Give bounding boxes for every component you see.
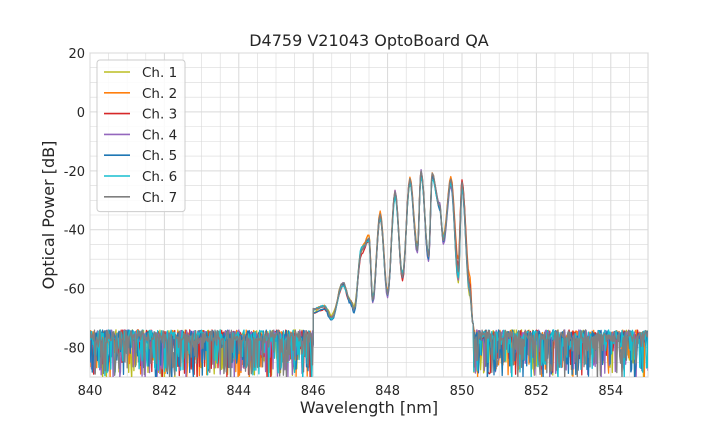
legend-entry: Ch. 4 [142,127,177,143]
y-axis-label: Optical Power [dB] [39,141,58,290]
y-tick-label: 20 [68,47,85,62]
y-tick-label: -40 [64,224,85,239]
legend-entry: Ch. 7 [142,190,177,206]
x-tick-label: 844 [226,384,251,399]
y-tick-label: -20 [64,165,85,180]
x-tick-label: 848 [375,384,400,399]
x-tick-labels: 840 842 844 846 848 850 852 854 [78,384,624,399]
x-tick-label: 854 [598,384,623,399]
legend: Ch. 1 Ch. 2 Ch. 3 Ch. 4 Ch. 5 Ch. 6 Ch. 7 [96,59,186,213]
legend-entry: Ch. 1 [142,65,177,81]
legend-entry: Ch. 6 [142,169,177,185]
series-line-7 [90,170,648,377]
x-axis-label: Wavelength [nm] [300,398,438,417]
y-tick-label: -60 [64,283,85,298]
series-layer [90,169,648,377]
x-tick-label: 850 [450,384,475,399]
x-tick-label: 842 [152,384,177,399]
y-tick-label: -80 [64,342,85,357]
legend-entry: Ch. 5 [142,148,177,164]
x-tick-label: 840 [78,384,103,399]
x-tick-label: 852 [524,384,549,399]
y-tick-label: 0 [77,106,85,121]
chart-title: D4759 V21043 OptoBoard QA [249,31,489,50]
legend-entry: Ch. 2 [142,86,177,102]
legend-entry: Ch. 3 [142,107,177,123]
y-tick-labels: -80 -60 -40 -20 0 20 [64,47,85,357]
x-tick-label: 846 [301,384,326,399]
legend-box [96,59,186,213]
